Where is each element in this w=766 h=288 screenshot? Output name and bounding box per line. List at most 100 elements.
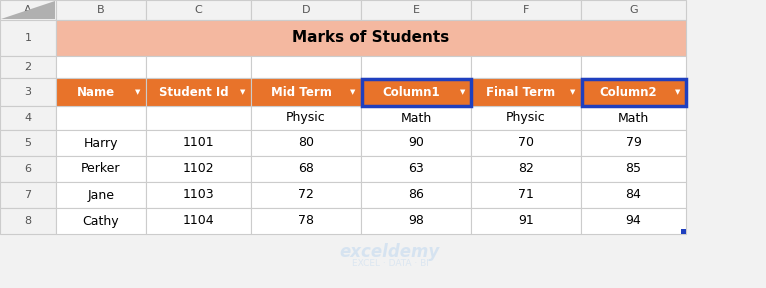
Text: D: D <box>302 5 310 15</box>
Bar <box>0 208 56 234</box>
Text: Marks of Students: Marks of Students <box>293 31 450 46</box>
Bar <box>471 130 581 156</box>
Bar <box>251 182 361 208</box>
Text: 63: 63 <box>408 162 424 175</box>
Text: 68: 68 <box>298 162 314 175</box>
Text: Physic: Physic <box>286 111 326 124</box>
Bar <box>471 78 581 106</box>
Bar <box>146 106 251 130</box>
Bar <box>56 0 146 20</box>
Bar <box>146 156 251 182</box>
Text: 78: 78 <box>298 215 314 228</box>
Bar <box>581 56 686 78</box>
Text: 1: 1 <box>25 33 31 43</box>
Bar <box>581 0 686 20</box>
Bar <box>251 56 361 78</box>
Text: 90: 90 <box>408 137 424 149</box>
Text: B: B <box>97 5 105 15</box>
Text: 79: 79 <box>626 137 641 149</box>
Bar <box>0 182 56 208</box>
Text: 6: 6 <box>25 164 31 174</box>
Bar <box>361 106 471 130</box>
Bar <box>146 182 251 208</box>
Bar <box>0 106 56 130</box>
Bar <box>0 78 56 106</box>
Text: Jane: Jane <box>87 189 114 202</box>
Bar <box>56 20 686 56</box>
Text: Harry: Harry <box>83 137 118 149</box>
Text: Column2: Column2 <box>600 86 657 98</box>
Text: Cathy: Cathy <box>83 215 119 228</box>
Bar <box>361 78 471 106</box>
Text: 82: 82 <box>518 162 534 175</box>
Bar <box>581 182 686 208</box>
Bar <box>0 56 56 78</box>
Text: 8: 8 <box>25 216 31 226</box>
Text: 4: 4 <box>25 113 31 123</box>
Text: E: E <box>413 5 420 15</box>
Bar <box>56 56 146 78</box>
Bar <box>471 156 581 182</box>
Bar <box>251 0 361 20</box>
Text: A: A <box>25 5 32 15</box>
Bar <box>146 56 251 78</box>
Bar <box>0 156 56 182</box>
Bar <box>361 156 471 182</box>
Text: Perker: Perker <box>81 162 121 175</box>
Bar <box>0 130 56 156</box>
Bar <box>361 130 471 156</box>
Text: 1104: 1104 <box>182 215 214 228</box>
Text: 5: 5 <box>25 138 31 148</box>
Bar <box>251 106 361 130</box>
Text: 84: 84 <box>626 189 641 202</box>
Text: Final Term: Final Term <box>486 86 555 98</box>
Bar <box>471 0 581 20</box>
Text: 80: 80 <box>298 137 314 149</box>
Bar <box>56 130 146 156</box>
Bar <box>581 106 686 130</box>
Bar <box>361 56 471 78</box>
Bar <box>251 130 361 156</box>
Text: ▼: ▼ <box>241 89 246 95</box>
Text: 72: 72 <box>298 189 314 202</box>
Bar <box>0 20 56 56</box>
Bar <box>251 156 361 182</box>
Bar <box>56 156 146 182</box>
Polygon shape <box>1 1 55 19</box>
Text: 71: 71 <box>518 189 534 202</box>
Bar <box>362 79 470 105</box>
Text: ▼: ▼ <box>571 89 576 95</box>
Text: EXCEL · DATA · BI: EXCEL · DATA · BI <box>352 259 428 268</box>
Text: Math: Math <box>618 111 649 124</box>
Text: ▼: ▼ <box>676 89 681 95</box>
Bar <box>581 79 686 105</box>
Bar <box>56 78 146 106</box>
Text: ▼: ▼ <box>136 89 141 95</box>
Text: Column1: Column1 <box>382 86 440 98</box>
Bar <box>681 229 686 234</box>
Text: G: G <box>629 5 638 15</box>
Text: Name: Name <box>77 86 115 98</box>
Text: 3: 3 <box>25 87 31 97</box>
Bar <box>471 208 581 234</box>
Text: Student Id: Student Id <box>159 86 228 98</box>
Bar <box>471 56 581 78</box>
Text: 85: 85 <box>626 162 641 175</box>
Bar <box>56 182 146 208</box>
Bar <box>146 208 251 234</box>
Text: 91: 91 <box>518 215 534 228</box>
Text: Physic: Physic <box>506 111 546 124</box>
Bar <box>581 156 686 182</box>
Text: 1103: 1103 <box>182 189 214 202</box>
Bar <box>471 106 581 130</box>
Text: 1102: 1102 <box>182 162 214 175</box>
Bar <box>361 208 471 234</box>
Bar <box>146 0 251 20</box>
Bar <box>0 0 56 20</box>
Text: ▼: ▼ <box>460 89 466 95</box>
Text: 2: 2 <box>25 62 31 72</box>
Text: 98: 98 <box>408 215 424 228</box>
Text: Mid Term: Mid Term <box>270 86 332 98</box>
Text: F: F <box>523 5 529 15</box>
Text: exceldemy: exceldemy <box>340 243 440 261</box>
